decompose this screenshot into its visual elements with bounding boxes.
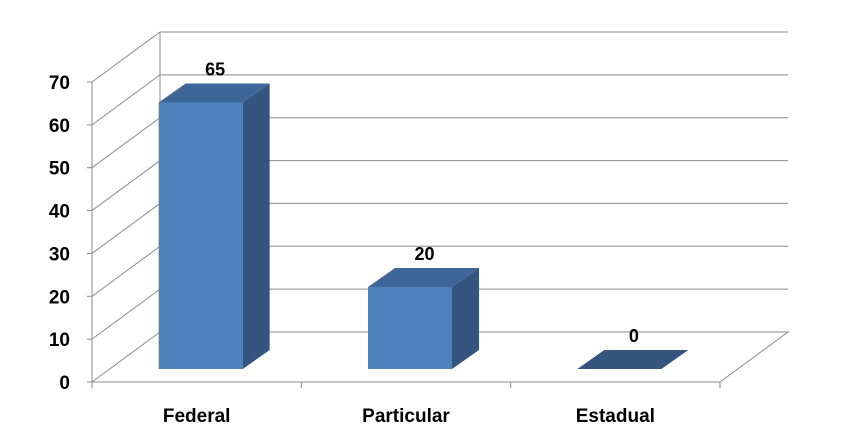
bar-top-estadual	[577, 350, 689, 369]
gridline-side-60	[91, 74, 161, 126]
y-tick-label: 30	[49, 244, 70, 265]
bar-top-federal	[158, 83, 270, 103]
x-tick-label-particular: Particular	[362, 406, 450, 427]
data-label-estadual: 0	[629, 326, 639, 346]
gridline-side-30	[91, 203, 161, 254]
y-tick-label: 10	[49, 330, 70, 351]
bar-particular	[368, 287, 452, 369]
data-label-federal: 65	[205, 60, 225, 80]
gridline-side-0	[91, 331, 161, 383]
gridline-side-20	[91, 245, 161, 297]
bar-layer	[158, 83, 689, 369]
label-layer: 0 10 20 30 40 50 60 70 65 Federal 20 Particular 0 Est…	[49, 60, 655, 428]
x-tick-label-estadual: Estadual	[576, 406, 655, 427]
bar-side-federal	[242, 83, 270, 369]
y-tick-label: 0	[59, 373, 70, 394]
bar-side-particular	[452, 268, 479, 369]
y-tick-label: 70	[49, 73, 70, 94]
bar-federal	[158, 102, 243, 369]
gridline-side-50	[91, 117, 161, 169]
y-tick-label: 20	[49, 287, 70, 308]
y-tick-label: 40	[49, 202, 70, 223]
gridline-side-40	[91, 160, 161, 211]
data-label-particular: 20	[414, 244, 434, 264]
bar-top-particular	[368, 268, 479, 287]
gridline-side-10	[91, 288, 161, 340]
x-tick-label-federal: Federal	[163, 406, 231, 427]
gridline-side-70	[91, 31, 161, 83]
y-tick-label: 50	[49, 159, 70, 180]
y-tick-label: 60	[49, 116, 70, 137]
